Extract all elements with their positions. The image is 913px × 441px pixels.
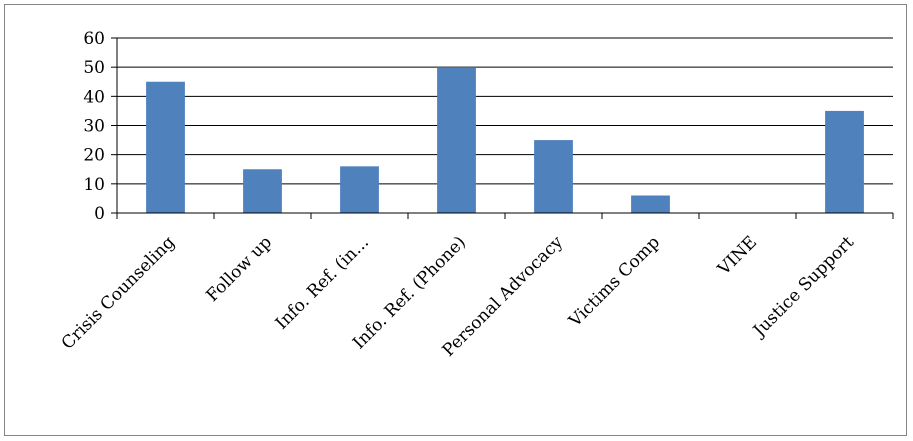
bar	[437, 67, 476, 214]
bar	[534, 140, 573, 213]
y-tick-labels: 0 10 20 30 40 50 60	[83, 29, 105, 224]
bar	[631, 195, 670, 213]
gridlines	[117, 37, 893, 185]
x-tick-label: Info. Ref. (in...	[272, 232, 373, 333]
bar	[825, 110, 864, 213]
y-tick-label: 30	[83, 117, 105, 137]
x-tick-label: VINE	[713, 232, 761, 280]
bar	[340, 166, 379, 213]
x-tick-label: Follow up	[202, 232, 276, 306]
x-tick-label: Crisis Counseling	[58, 232, 179, 353]
bar	[243, 169, 282, 213]
y-tick-label: 0	[94, 204, 105, 224]
y-tick-label: 10	[83, 175, 105, 195]
bar	[146, 81, 185, 213]
bars	[146, 67, 864, 214]
y-tick-label: 40	[83, 87, 105, 107]
x-tick-label: Justice Support	[748, 232, 858, 342]
y-tick-label: 20	[83, 146, 105, 166]
axes	[111, 37, 894, 219]
y-tick-label: 60	[83, 29, 105, 49]
x-tick-label: Victims Comp	[565, 232, 665, 332]
y-tick-label: 50	[83, 58, 105, 78]
